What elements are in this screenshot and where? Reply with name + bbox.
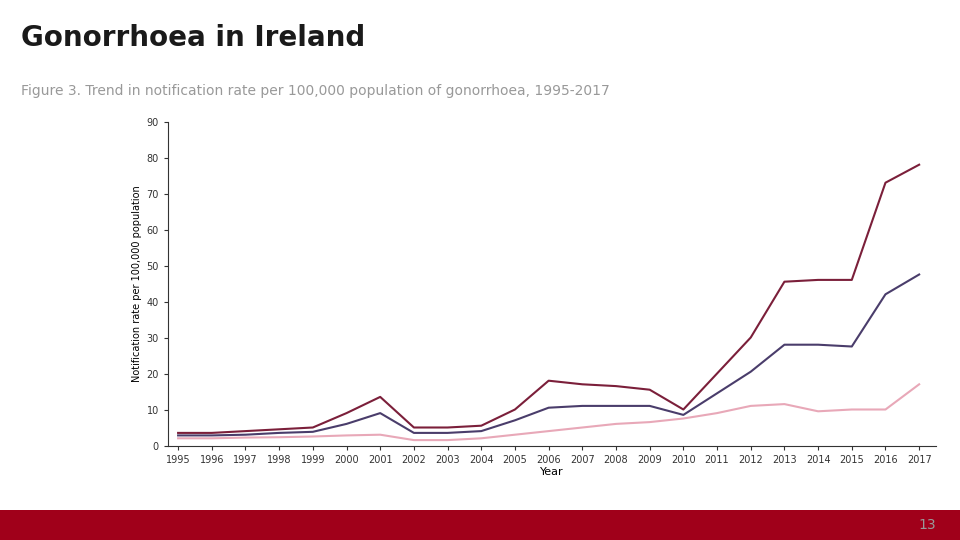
Text: 13: 13 [919,518,936,532]
Text: Figure 3. Trend in notification rate per 100,000 population of gonorrhoea, 1995-: Figure 3. Trend in notification rate per… [21,84,610,98]
X-axis label: Year: Year [540,467,564,477]
Text: Gonorrhoea in Ireland: Gonorrhoea in Ireland [21,24,366,52]
Legend: Males, Females, Total: Males, Females, Total [372,516,609,535]
Y-axis label: Notification rate per 100,000 population: Notification rate per 100,000 population [132,185,142,382]
